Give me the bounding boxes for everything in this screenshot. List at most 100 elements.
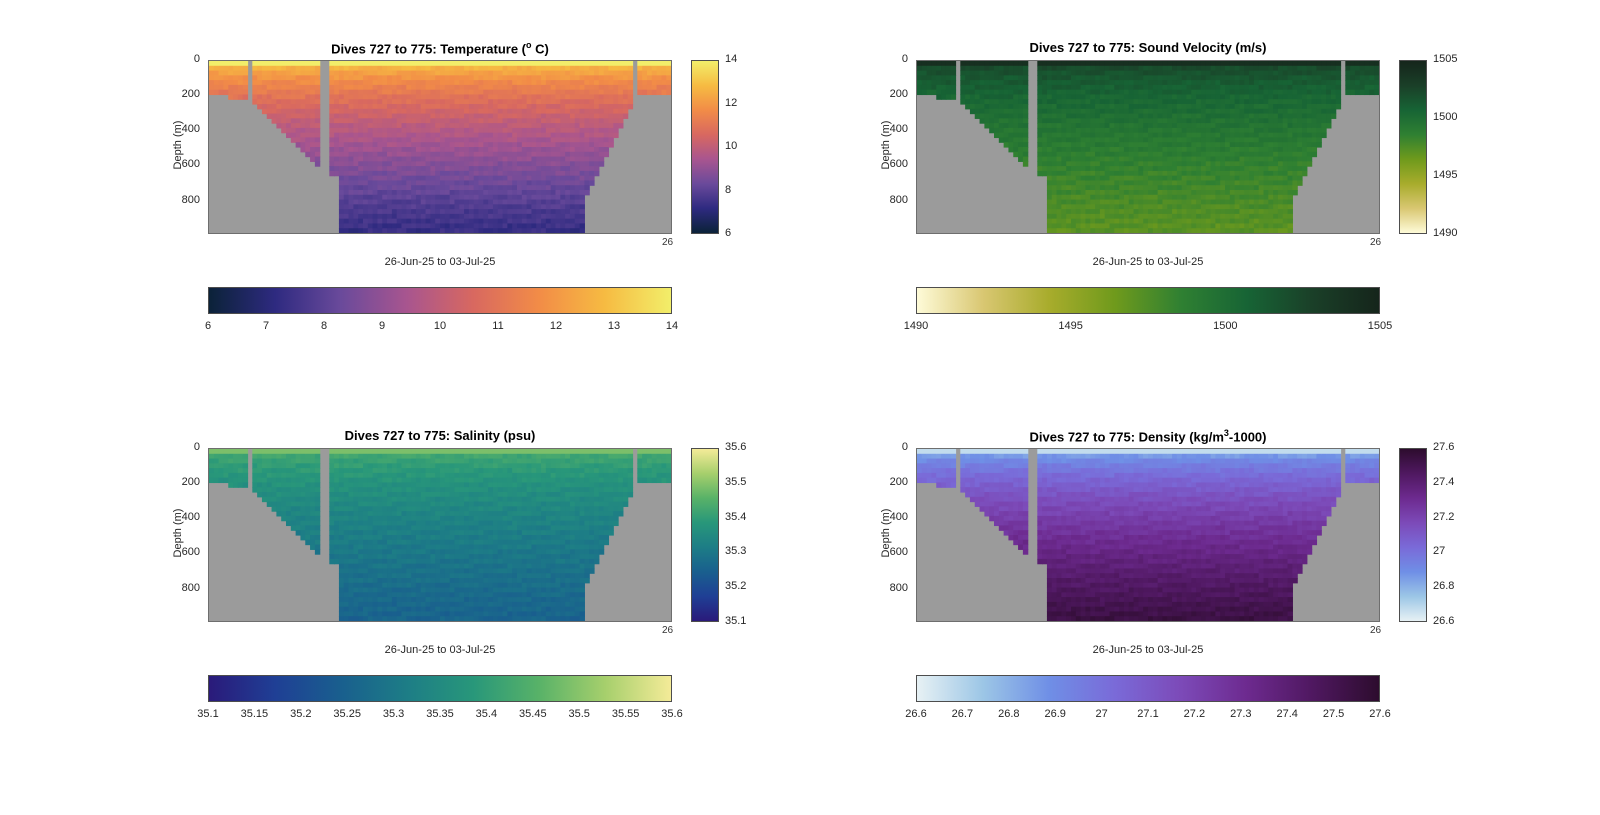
- heatmap-cell: [945, 70, 952, 76]
- heatmap-cell: [396, 99, 403, 105]
- heatmap-cell: [396, 170, 403, 177]
- heatmap-cell: [1205, 228, 1212, 233]
- heatmap-cell: [478, 228, 484, 233]
- heatmap-cell: [348, 132, 354, 139]
- heatmap-cell: [1186, 61, 1192, 67]
- heatmap-cell: [377, 185, 383, 191]
- heatmap-cell: [989, 104, 995, 110]
- heatmap-cell: [1196, 180, 1202, 186]
- heatmap-cell: [1008, 61, 1014, 67]
- heatmap-cell: [1104, 218, 1111, 225]
- heatmap-cell: [1157, 213, 1164, 220]
- heatmap-cell: [1051, 104, 1058, 110]
- heatmap-cell: [550, 180, 557, 186]
- heatmap-cell: [1099, 65, 1106, 72]
- heatmap-cell: [281, 70, 287, 76]
- heatmap-cell: [1075, 180, 1082, 186]
- heatmap-cell: [473, 123, 480, 129]
- heatmap-cell: [1191, 113, 1197, 119]
- heatmap-cell: [1085, 127, 1091, 134]
- heatmap-cell: [1157, 175, 1164, 182]
- heatmap-column: [974, 61, 981, 119]
- heatmap-cell: [444, 209, 451, 215]
- heatmap-cell: [594, 123, 600, 129]
- heatmap-cell: [387, 142, 393, 148]
- heatmap-column: [492, 61, 499, 233]
- heatmap-cell: [300, 142, 306, 148]
- heatmap-cell: [1123, 127, 1130, 134]
- heatmap-cell: [1229, 213, 1236, 220]
- heatmap-cell: [1119, 104, 1125, 110]
- heatmap-cell: [382, 228, 388, 233]
- heatmap-cell: [936, 70, 942, 76]
- heatmap-cell: [1099, 137, 1106, 143]
- heatmap-cell: [1114, 65, 1120, 72]
- heatmap-cell: [1095, 213, 1101, 220]
- heatmap-cell: [521, 84, 528, 91]
- heatmap-cell: [1205, 147, 1212, 153]
- heatmap-cell: [1119, 185, 1125, 191]
- heatmap-cell: [1003, 113, 1010, 119]
- heatmap-cell: [1133, 213, 1139, 220]
- heatmap-cell: [295, 94, 302, 100]
- heatmap-cell: [536, 204, 542, 210]
- heatmap-cell: [459, 204, 465, 210]
- heatmap-cell: [1220, 175, 1226, 182]
- heatmap-cell: [1119, 80, 1125, 86]
- heatmap-cell: [1306, 132, 1313, 139]
- heatmap-cell: [497, 228, 504, 233]
- heatmap-column: [420, 61, 427, 233]
- heatmap-cell: [1003, 132, 1010, 139]
- heatmap-column: [507, 61, 513, 233]
- heatmap-cell: [391, 132, 398, 139]
- heatmap-cell: [1046, 94, 1053, 100]
- heatmap-cell: [1225, 99, 1231, 105]
- heatmap-cell: [1359, 61, 1366, 67]
- heatmap-cell: [377, 118, 383, 124]
- heatmap-cell: [411, 213, 417, 220]
- heatmap-cell: [1287, 170, 1293, 177]
- heatmap-cell: [1037, 80, 1043, 86]
- heatmap-cell: [367, 147, 374, 153]
- heatmap-cell: [1123, 228, 1130, 233]
- heatmap-cell: [401, 104, 407, 110]
- heatmap-cell: [945, 94, 952, 100]
- heatmap-svg: [209, 61, 671, 233]
- heatmap-cell: [541, 61, 547, 67]
- heatmap-cell: [488, 147, 494, 153]
- heatmap-cell: [483, 199, 489, 205]
- heatmap-cell: [1172, 61, 1178, 67]
- heatmap-cell: [1316, 123, 1322, 129]
- heatmap-cell: [1095, 127, 1101, 134]
- heatmap-cell: [531, 65, 537, 72]
- bottom-colorbar-tick: 14: [665, 320, 679, 332]
- heatmap-cell: [603, 80, 610, 86]
- heatmap-cell: [1225, 80, 1231, 86]
- heatmap-cell: [1119, 180, 1125, 186]
- heatmap-cell: [1138, 84, 1144, 91]
- heatmap-cell: [329, 166, 335, 172]
- heatmap-cell: [435, 213, 441, 220]
- heatmap-cell: [502, 204, 508, 210]
- heatmap-cell: [276, 61, 282, 67]
- heatmap-cell: [411, 166, 417, 172]
- heatmap-cell: [598, 156, 605, 162]
- heatmap-cell: [1075, 228, 1082, 233]
- heatmap-cell: [497, 204, 504, 210]
- heatmap-cell: [1306, 147, 1313, 153]
- heatmap-cell: [1075, 185, 1082, 191]
- heatmap-cell: [1297, 156, 1303, 162]
- heatmap-cell: [517, 204, 523, 210]
- heatmap-cell: [1191, 151, 1197, 158]
- heatmap-cell: [1090, 223, 1096, 229]
- heatmap-cell: [1167, 84, 1173, 91]
- heatmap-cell: [1172, 94, 1178, 100]
- heatmap-cell: [1152, 147, 1159, 153]
- heatmap-cell: [300, 75, 306, 81]
- heatmap-cell: [261, 70, 268, 76]
- heatmap-cell: [1200, 65, 1207, 72]
- heatmap-cell: [343, 213, 350, 220]
- heatmap-cell: [1143, 170, 1149, 177]
- heatmap-cell: [363, 151, 369, 158]
- heatmap-cell: [464, 104, 470, 110]
